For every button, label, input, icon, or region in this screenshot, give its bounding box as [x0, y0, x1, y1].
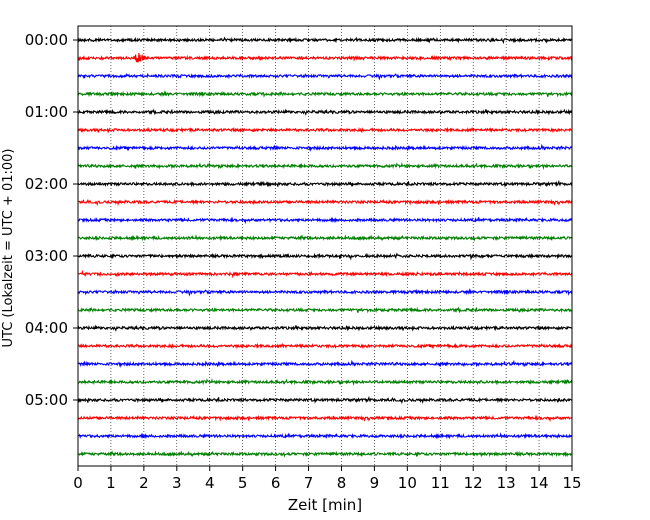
trace-0215	[77, 198, 573, 207]
trace-0315	[77, 269, 573, 279]
x-tick-label: 13	[497, 474, 516, 492]
trace-0045	[77, 90, 573, 98]
grid-lines	[110, 26, 540, 466]
y-tick-label: 05:00	[25, 391, 68, 409]
x-tick-label: 14	[530, 474, 549, 492]
trace-0100	[77, 108, 573, 116]
plot-frame	[77, 25, 573, 467]
trace-0000	[77, 36, 573, 45]
trace-0245	[77, 234, 573, 242]
trace-0200	[77, 179, 573, 188]
trace-0115	[77, 126, 573, 134]
y-tick-label: 03:00	[25, 247, 68, 265]
x-tick-label: 9	[370, 474, 380, 492]
x-tick-label: 11	[431, 474, 450, 492]
x-tick-label: 15	[562, 474, 581, 492]
trace-0130	[77, 143, 573, 152]
trace-0415	[77, 342, 573, 350]
trace-0430	[77, 359, 573, 368]
trace-0545	[77, 450, 573, 458]
y-axis-label: UTC (Lokalzeit = UTC + 01:00)	[1, 149, 16, 348]
y-tick-label: 02:00	[25, 175, 68, 193]
x-tick-label: 8	[337, 474, 347, 492]
trace-0445	[77, 378, 573, 387]
trace-0015	[77, 53, 573, 63]
trace-0530	[77, 432, 573, 440]
trace-0515	[77, 414, 573, 423]
x-axis-label: Zeit [min]	[288, 496, 362, 514]
trace-0330	[77, 288, 573, 297]
x-tick-label: 6	[271, 474, 281, 492]
trace-0345	[77, 306, 573, 314]
x-tick-label: 7	[304, 474, 314, 492]
x-tick-label: 0	[73, 474, 83, 492]
seismic-traces	[77, 36, 573, 458]
y-tick-label: 04:00	[25, 319, 68, 337]
y-tick-label: 01:00	[25, 103, 68, 121]
y-axis-ticks: 00:00 01:00 02:00 03:00 04:00 05:00	[25, 31, 78, 409]
x-tick-label: 4	[205, 474, 215, 492]
x-tick-label: 1	[106, 474, 116, 492]
trace-0500	[77, 395, 573, 405]
y-tick-label: 00:00	[25, 31, 68, 49]
x-axis-ticks: 0 1 2 3 4 5 6 7 8 9 10 11 12 13 14 15	[73, 466, 582, 492]
x-tick-label: 12	[464, 474, 483, 492]
trace-0400	[77, 324, 573, 332]
x-tick-label: 3	[172, 474, 182, 492]
trace-0230	[77, 216, 573, 225]
trace-0145	[77, 161, 573, 171]
x-tick-label: 10	[398, 474, 417, 492]
x-tick-label: 2	[139, 474, 149, 492]
trace-0300	[77, 252, 573, 261]
trace-0030	[77, 72, 573, 81]
x-tick-label: 5	[238, 474, 248, 492]
